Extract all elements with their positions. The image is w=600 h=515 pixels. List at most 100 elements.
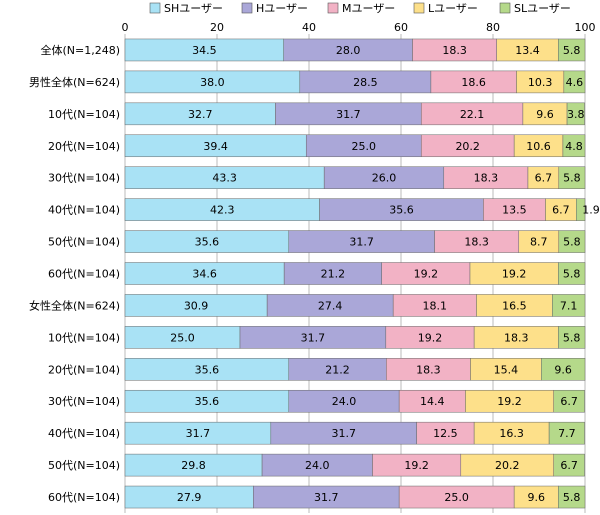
data-label: 18.3 [504, 331, 529, 344]
data-label: 7.1 [560, 299, 578, 312]
data-label: 31.7 [336, 108, 361, 121]
legend-label: SHユーザー [164, 2, 223, 15]
category-label: 60代(N=104) [48, 268, 120, 281]
data-label: 4.6 [566, 76, 584, 89]
data-label: 6.7 [560, 459, 578, 472]
data-label: 35.6 [389, 204, 414, 217]
data-label: 31.7 [331, 427, 356, 440]
data-label: 26.0 [372, 172, 397, 185]
category-label: 10代(N=104) [48, 108, 120, 121]
data-label: 25.0 [351, 140, 376, 153]
data-label: 21.2 [321, 268, 346, 281]
data-label: 39.4 [203, 140, 228, 153]
category-label: 全体(N=1,248) [40, 43, 120, 57]
data-label: 14.4 [420, 395, 445, 408]
data-label: 18.1 [423, 299, 448, 312]
x-tick-label: 100 [575, 21, 596, 34]
bar-segment [558, 166, 586, 189]
data-label: 19.2 [404, 459, 429, 472]
data-label: 31.7 [349, 236, 374, 249]
category-label: 30代(N=104) [48, 395, 120, 408]
category-label: 40代(N=104) [48, 204, 120, 217]
data-label: 19.2 [414, 268, 439, 281]
data-label: 20.2 [495, 459, 520, 472]
data-label: 18.3 [442, 44, 467, 57]
category-label: 10代(N=104) [48, 331, 120, 344]
legend-item: Lユーザー [413, 2, 478, 15]
data-label: 38.0 [200, 76, 225, 89]
data-label: 12.5 [433, 427, 458, 440]
data-label: 10.6 [526, 140, 551, 153]
bar-segment [552, 294, 586, 317]
legend-item: Hユーザー [241, 2, 308, 15]
bar-segment [541, 358, 586, 381]
data-label: 3.8 [567, 108, 585, 121]
data-label: 27.9 [177, 491, 202, 504]
data-label: 5.8 [563, 172, 581, 185]
x-tick-label: 40 [302, 21, 316, 34]
data-label: 31.7 [314, 491, 339, 504]
legend-swatch [499, 2, 511, 14]
data-label: 9.6 [527, 491, 545, 504]
category-label: 50代(N=104) [48, 236, 120, 249]
bar-segment [576, 198, 586, 221]
data-label: 7.7 [558, 427, 576, 440]
legend-item: SHユーザー [149, 2, 223, 15]
data-label: 16.3 [499, 427, 524, 440]
data-label: 25.0 [170, 331, 195, 344]
data-label: 13.4 [515, 44, 540, 57]
category-label: 30代(N=104) [48, 172, 120, 185]
legend-label: Mユーザー [342, 2, 395, 15]
category-label: 20代(N=104) [48, 140, 120, 153]
bar-segment [566, 102, 585, 126]
data-label: 22.1 [460, 108, 485, 121]
x-tick-label: 20 [210, 21, 224, 34]
data-label: 19.2 [418, 331, 443, 344]
bar-segment [558, 230, 586, 253]
x-axis-ticks: 0 20 40 60 80 100 [122, 21, 596, 34]
data-label: 16.5 [502, 299, 527, 312]
data-label: 4.8 [565, 140, 583, 153]
category-label: 50代(N=104) [48, 459, 120, 472]
data-label: 25.0 [444, 491, 469, 504]
data-label: 19.2 [502, 268, 527, 281]
data-label: 20.2 [455, 140, 480, 153]
category-label: 40代(N=104) [48, 427, 120, 440]
data-label: 21.2 [325, 363, 350, 376]
data-label: 8.7 [530, 236, 548, 249]
data-label: 30.9 [184, 299, 209, 312]
data-label: 9.6 [536, 108, 554, 121]
data-label: 35.6 [195, 236, 220, 249]
bar-segment [562, 134, 586, 158]
data-label: 35.6 [195, 363, 220, 376]
data-label: 6.7 [552, 204, 570, 217]
data-label: 6.7 [560, 395, 578, 408]
bars: 34.5 28.0 18.3 13.4 5.8 38.0 28.5 18.6 10.3 4.6 32… [124, 38, 600, 509]
data-label: 1.9 [582, 204, 600, 217]
data-label: 18.3 [474, 172, 499, 185]
category-label: 20代(N=104) [48, 363, 120, 376]
legend-swatch [241, 2, 253, 14]
data-label: 43.3 [212, 172, 237, 185]
data-label: 42.3 [210, 204, 235, 217]
data-label: 9.6 [554, 363, 572, 376]
x-tick-label: 80 [486, 21, 500, 34]
data-label: 28.0 [336, 44, 361, 57]
data-label: 19.2 [497, 395, 522, 408]
bar-segment [548, 421, 585, 445]
legend-label: SLユーザー [514, 2, 571, 15]
data-label: 13.5 [502, 204, 527, 217]
data-label: 6.7 [535, 172, 553, 185]
data-label: 18.6 [461, 76, 486, 89]
legend-label: Lユーザー [428, 2, 478, 15]
data-label: 5.8 [563, 491, 581, 504]
data-label: 29.8 [181, 459, 206, 472]
data-label: 10.3 [528, 76, 553, 89]
data-label: 35.6 [195, 395, 220, 408]
category-label: 男性全体(N=624) [29, 75, 120, 89]
x-tick-label: 60 [394, 21, 408, 34]
legend-label: Hユーザー [256, 2, 308, 15]
legend-swatch [413, 2, 425, 14]
legend-swatch [149, 2, 161, 14]
